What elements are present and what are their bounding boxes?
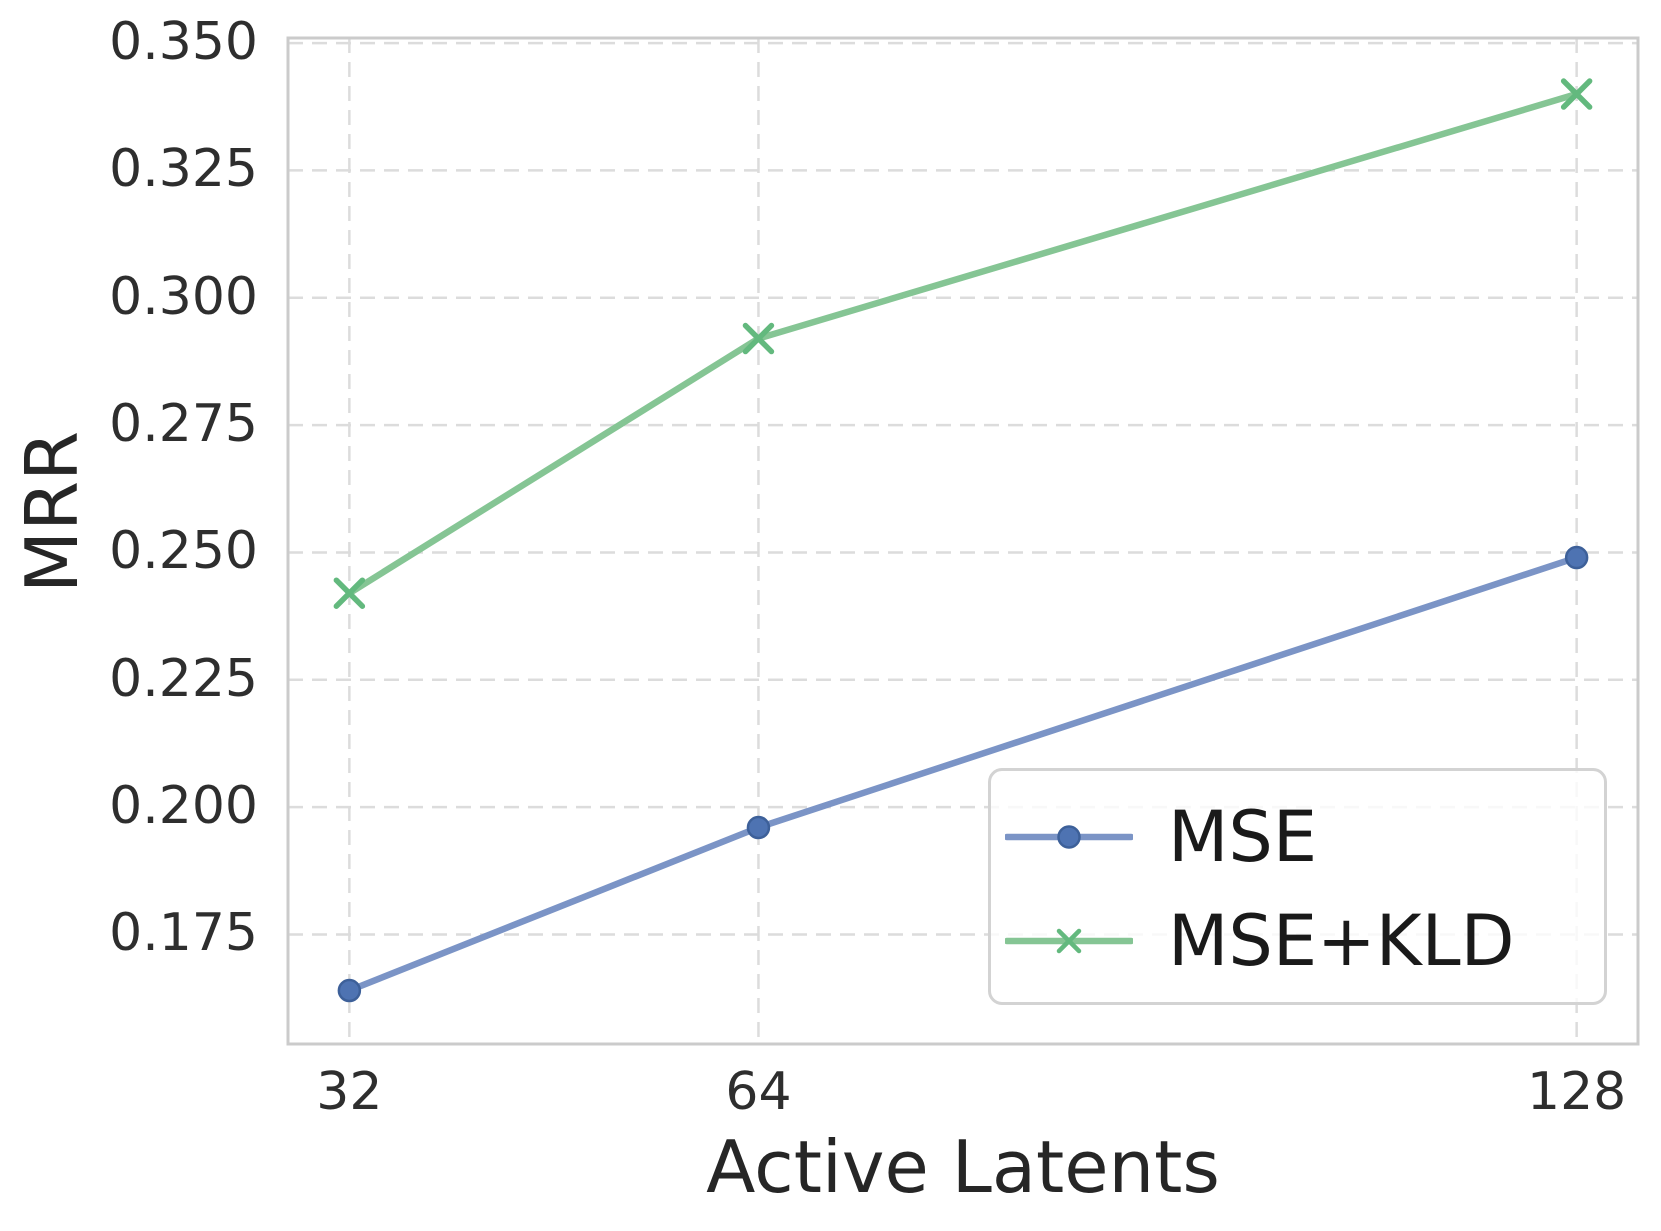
y-tick-label: 0.300 xyxy=(109,266,258,327)
legend-label-mse: MSE xyxy=(1168,796,1318,878)
legend-label-mse-kld: MSE+KLD xyxy=(1168,900,1515,982)
legend: MSE MSE+KLD xyxy=(988,768,1607,1005)
y-tick-label: 0.275 xyxy=(109,393,258,454)
legend-entry-mse-kld: MSE+KLD xyxy=(1003,900,1515,982)
data-point-marker xyxy=(1560,78,1593,110)
y-tick-label: 0.175 xyxy=(109,903,258,964)
x-tick-label: 32 xyxy=(316,1062,383,1122)
legend-circle-marker-icon xyxy=(1057,825,1081,849)
y-tick-label: 0.200 xyxy=(109,775,258,836)
plot-border xyxy=(286,36,1640,1046)
data-point-marker xyxy=(742,322,775,355)
series-line-1 xyxy=(346,90,1580,597)
data-point-marker xyxy=(746,815,771,840)
legend-handle-svg xyxy=(1003,928,1135,954)
data-point-marker xyxy=(337,978,362,1003)
y-axis-label: MRR xyxy=(10,430,94,594)
x-axis-label: Active Latents xyxy=(706,1125,1220,1209)
legend-handle-svg xyxy=(1003,825,1135,849)
legend-marker-mse xyxy=(1003,819,1135,855)
y-tick-label: 0.350 xyxy=(109,11,258,72)
x-tick-label: 64 xyxy=(725,1062,792,1122)
data-point-marker xyxy=(333,577,366,609)
legend-marker-mse-kld xyxy=(1003,923,1135,959)
data-point-marker xyxy=(1564,545,1589,570)
legend-x-marker-icon xyxy=(1056,928,1082,954)
y-tick-label: 0.250 xyxy=(109,521,258,582)
x-tick-label: 128 xyxy=(1526,1062,1627,1122)
y-tick-label: 0.325 xyxy=(109,139,258,200)
legend-entry-mse: MSE xyxy=(1003,796,1318,878)
y-tick-label: 0.225 xyxy=(109,648,258,709)
